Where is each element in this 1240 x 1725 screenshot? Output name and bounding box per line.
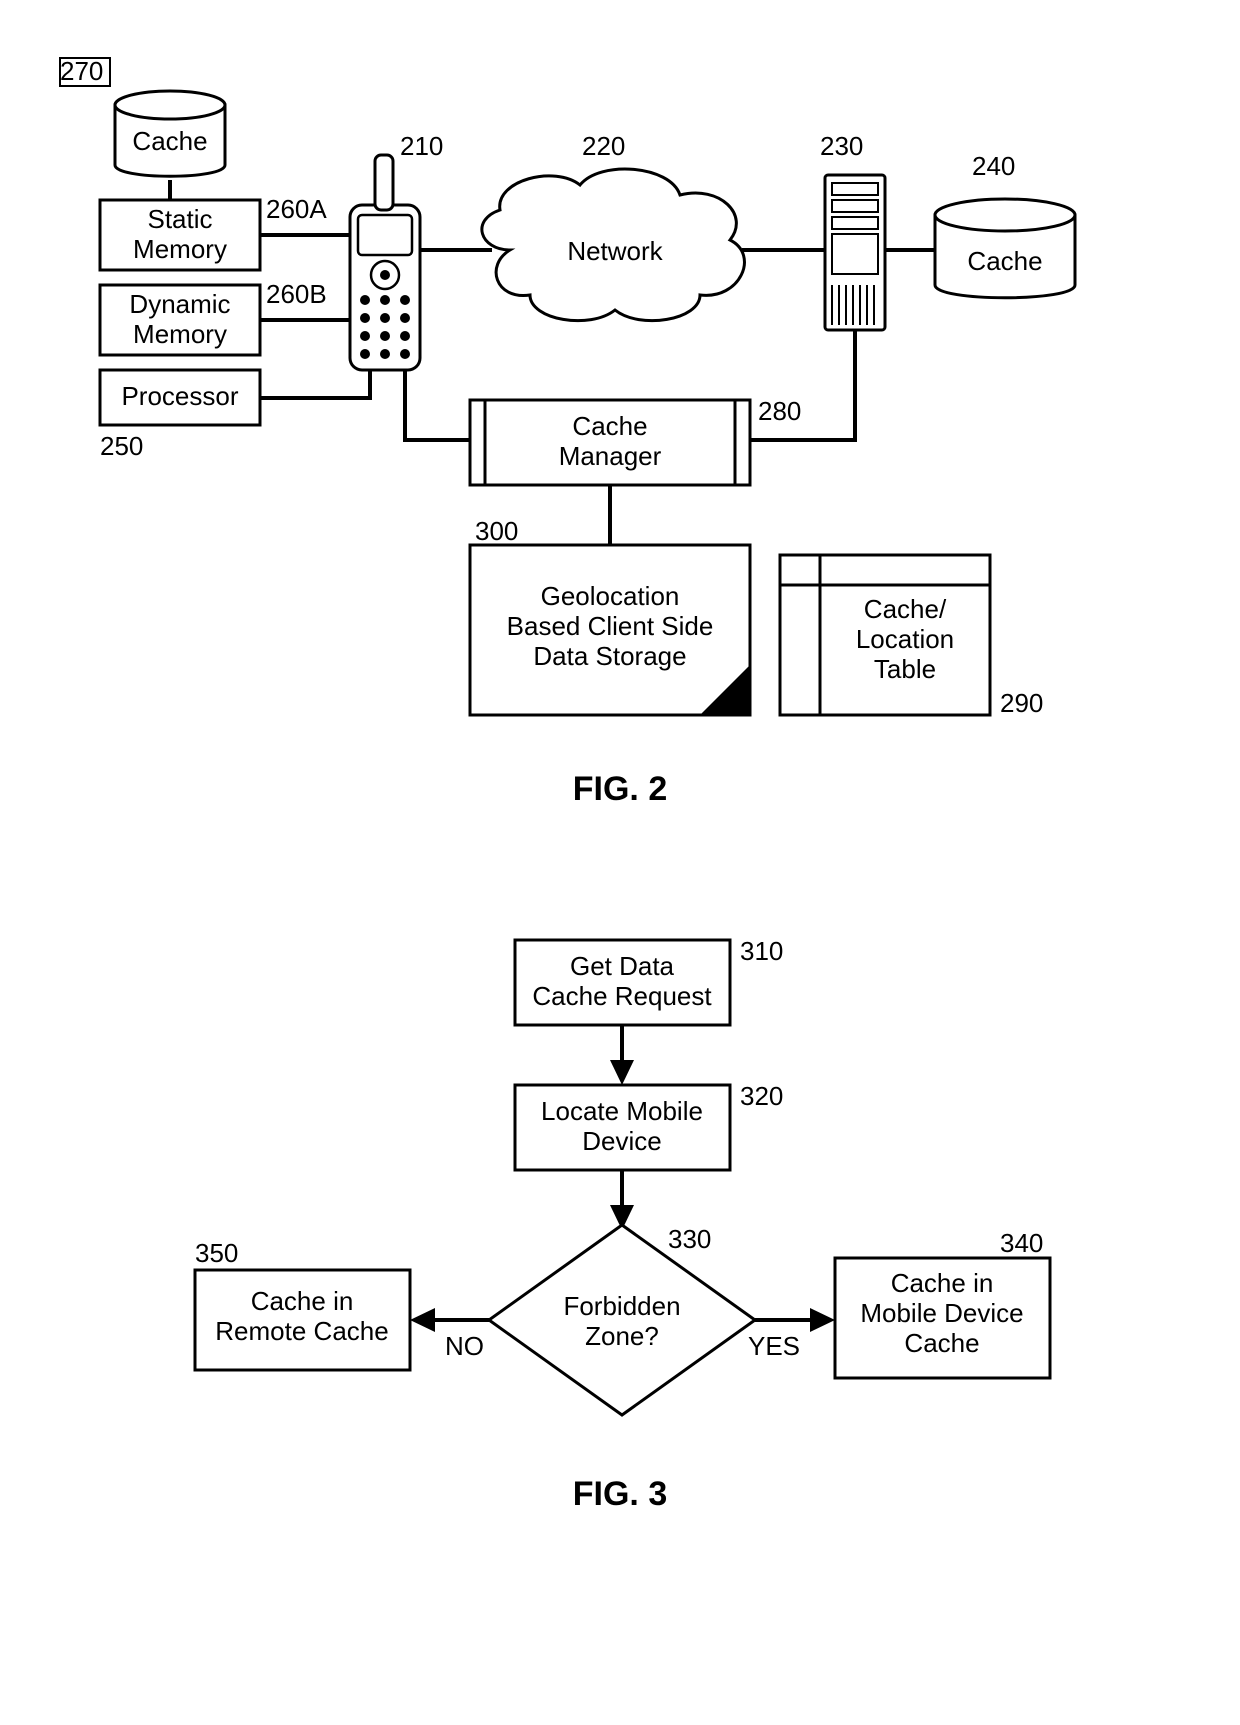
- remote-label2: Remote Cache: [215, 1316, 388, 1346]
- page: Cache 270 Static Memory 260A Dynamic Mem…: [0, 0, 1240, 1725]
- yes-label: YES: [748, 1331, 800, 1361]
- ref-350: 350: [195, 1238, 238, 1268]
- cache-270-label: Cache: [132, 126, 207, 156]
- cache-manager: Cache Manager: [470, 400, 750, 485]
- ref-230: 230: [820, 131, 863, 161]
- get-data-label2: Cache Request: [532, 981, 712, 1011]
- diagram-canvas: Cache 270 Static Memory 260A Dynamic Mem…: [0, 0, 1240, 1725]
- network-cloud: Network: [482, 169, 745, 321]
- cache-240-label: Cache: [967, 246, 1042, 276]
- static-memory-label1: Static: [147, 204, 212, 234]
- get-data-label1: Get Data: [570, 951, 675, 981]
- ref-290: 290: [1000, 688, 1043, 718]
- loc-label1: Cache/: [864, 594, 947, 624]
- location-table: Cache/ Location Table: [780, 555, 990, 715]
- cache-manager-label1: Cache: [572, 411, 647, 441]
- arrow-310-320: [610, 1060, 634, 1085]
- geo-label3: Data Storage: [533, 641, 686, 671]
- remote-label1: Cache in: [251, 1286, 354, 1316]
- ref-220: 220: [582, 131, 625, 161]
- ref-250: 250: [100, 431, 143, 461]
- forbidden-label2: Zone?: [585, 1321, 659, 1351]
- ref-300: 300: [475, 516, 518, 546]
- loc-label3: Table: [874, 654, 936, 684]
- cache-manager-label2: Manager: [559, 441, 662, 471]
- static-memory-label2: Memory: [133, 234, 227, 264]
- ref-280: 280: [758, 396, 801, 426]
- phone-icon: [350, 155, 420, 370]
- locate-label2: Device: [582, 1126, 661, 1156]
- ref-310: 310: [740, 936, 783, 966]
- conn-processor-phone: [260, 370, 370, 398]
- forbidden-label1: Forbidden: [563, 1291, 680, 1321]
- ref-260a: 260A: [266, 194, 327, 224]
- mobile-label2: Mobile Device: [860, 1298, 1023, 1328]
- ref-240: 240: [972, 151, 1015, 181]
- locate-label1: Locate Mobile: [541, 1096, 703, 1126]
- geo-label2: Based Client Side: [507, 611, 714, 641]
- fig3-title: FIG. 3: [573, 1475, 667, 1513]
- ref-320: 320: [740, 1081, 783, 1111]
- dynamic-memory-label1: Dynamic: [129, 289, 230, 319]
- ref-210: 210: [400, 131, 443, 161]
- ref-330: 330: [668, 1224, 711, 1254]
- server-icon: [825, 175, 885, 330]
- geo-label1: Geolocation: [541, 581, 680, 611]
- arrow-yes: [810, 1308, 835, 1332]
- network-label: Network: [567, 236, 663, 266]
- loc-label2: Location: [856, 624, 954, 654]
- processor-label: Processor: [121, 381, 238, 411]
- ref-260b: 260B: [266, 279, 327, 309]
- mobile-label3: Cache: [904, 1328, 979, 1358]
- cache-270: Cache: [115, 91, 225, 176]
- mobile-label1: Cache in: [891, 1268, 994, 1298]
- arrow-no: [410, 1308, 435, 1332]
- ref-340: 340: [1000, 1228, 1043, 1258]
- conn-phone-cachemgr: [405, 370, 470, 440]
- ref-270: 270: [60, 56, 103, 86]
- cache-240: Cache: [935, 199, 1075, 298]
- geolocation-box: Geolocation Based Client Side Data Stora…: [470, 545, 750, 715]
- fig2-title: FIG. 2: [573, 770, 667, 808]
- dynamic-memory-label2: Memory: [133, 319, 227, 349]
- no-label: NO: [445, 1331, 484, 1361]
